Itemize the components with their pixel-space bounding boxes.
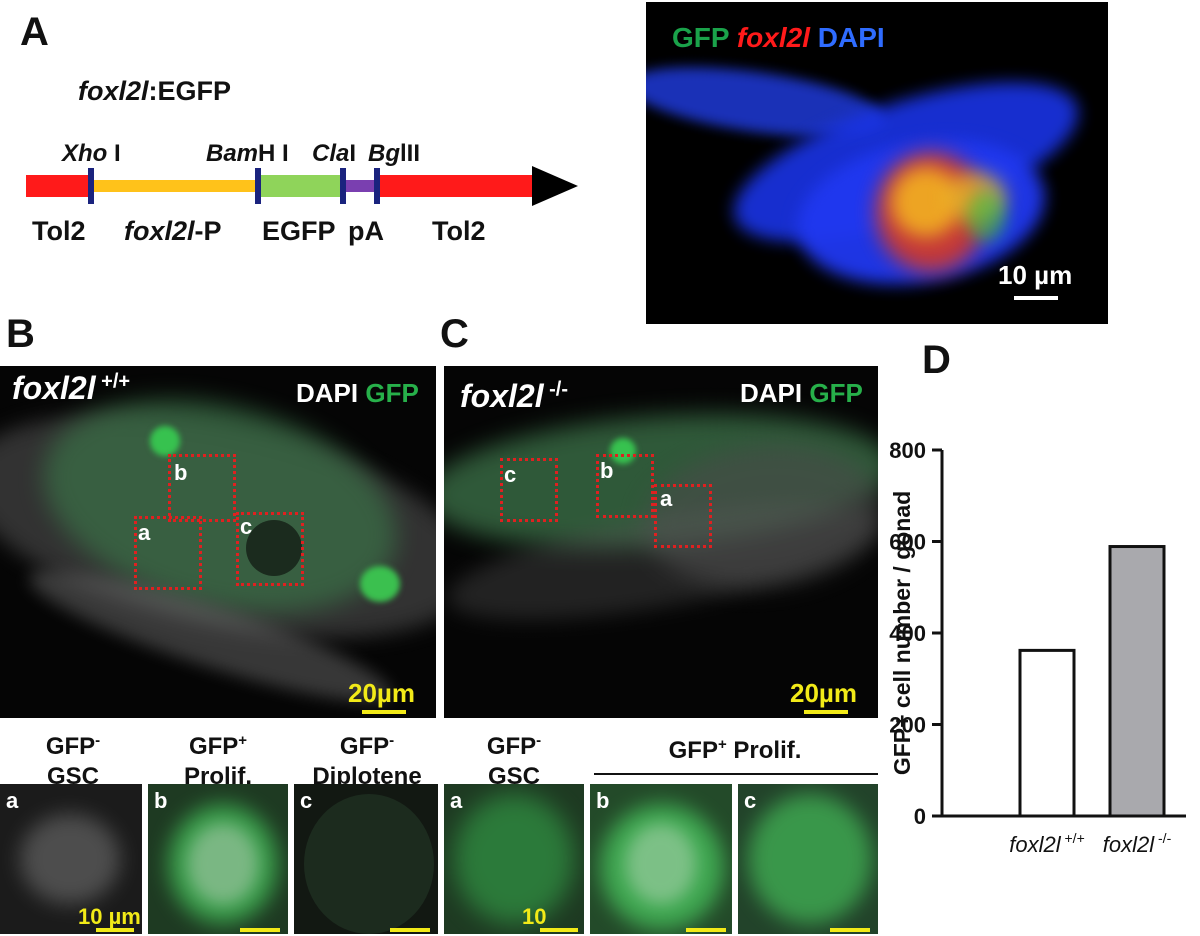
genotype-label-wt: foxl2l +/+ [12,370,131,406]
construct-gene: foxl2l [78,76,149,106]
tol2-left-segment [26,175,92,197]
site-marker-bamh [255,168,261,204]
stain-label-b: DAPI GFP [296,378,419,408]
inset-box-b-mut-label: b [600,458,614,483]
inset-title-wt-a: GFP- GSC [45,732,101,790]
inset-mut-a: a 10 µm [444,784,584,934]
inset-box-a-mut-label: a [660,486,673,511]
legend-dapi: DAPI [817,22,885,53]
inset-wt-b: b [148,784,288,934]
y-tick-label: 200 [889,713,926,738]
site-marker-cla [340,168,346,204]
site-cla: ClaI [312,140,357,167]
y-axis-label: GFP+ cell number / gonad [889,491,915,775]
inset-box-c [236,512,304,586]
stain-label-c: DAPI GFP [740,378,863,408]
inset-scale-bar-wt-c [390,928,430,932]
scale-label-c: 20µm [790,678,858,708]
inset-title-mut-prolif: GFP+ Prolif. [668,736,802,764]
inset-title-mut-a: GFP- GSC [486,732,542,790]
inset-mut-b: b [590,784,732,934]
panel-letter-c: C [440,312,469,356]
micrograph-foxl2l-expression: GFP foxl2l DAPI 10 µm [646,2,1108,324]
inset-box-b-label: b [174,460,188,485]
tol2-right-segment [376,175,534,197]
panel-letter-a: A [20,10,49,54]
y-tick-label: 600 [889,530,926,555]
legend-foxl2l: foxl2l [736,22,810,53]
inset-box-a-label: a [138,520,151,545]
inset-wt-a: a 10 µm [0,784,142,934]
inset-scale-bar-wt-a [96,928,134,932]
site-xho: Xho I [62,140,121,167]
inset-mut-c: c [738,784,878,934]
category-label-0: foxl2l +/+ [1009,830,1085,857]
scale-bar-b [362,710,406,714]
segment-promoter: foxl2l-P [124,216,222,246]
scale-bar-c [804,710,848,714]
y-tick-label: 400 [889,621,926,646]
panel-letter-d: D [922,338,951,382]
site-marker-bgl [374,168,380,204]
category-label-1: foxl2l -/- [1103,830,1172,857]
bar-0 [1018,648,1076,818]
segment-tol2-right: Tol2 [432,216,486,246]
inset-scale-bar-mut-c [830,928,870,932]
site-bamh: BamH I [206,140,289,167]
inset-scale-bar-wt-b [240,928,280,932]
construct-title: foxl2l:EGFP [78,76,231,107]
inset-title-wt-b: GFP+ Prolif. [183,732,252,790]
panel-letter-b: B [6,312,35,356]
scale-bar-a [1014,296,1058,300]
bar-chart: 0 200 400 600 800 foxl2l +/+ foxl2l -/- GFP+ ce… [889,438,1186,857]
legend-stains: GFP foxl2l DAPI [672,22,885,54]
inset-box-c-mut-label: c [504,462,517,487]
construct-suffix: :EGFP [148,76,232,106]
inset-scale-label-mut: 10 µm [522,904,554,934]
inset-scale-label-wt: 10 µm [78,904,141,929]
site-bgl: BglII [368,140,421,167]
segment-pa: pA [348,216,384,246]
inset-title-wt-c: GFP- Diplotene [312,732,422,790]
scale-label-a: 10 µm [998,260,1073,290]
site-marker-xho [88,168,94,204]
y-tick-label: 800 [889,438,926,463]
micrograph-wildtype-gonad: a b c foxl2l +/+ DAPI GFP 20µm [0,366,436,718]
scale-label-b: 20µm [348,678,416,708]
legend-gfp: GFP [672,22,730,53]
egfp-segment [258,175,342,197]
segment-tol2-left: Tol2 [32,216,86,246]
inset-box-a-mut [654,484,712,548]
arrow-head [532,166,578,206]
promoter-segment [92,180,258,192]
inset-box-b-mut [596,454,654,518]
inset-box-c-label: c [240,514,253,539]
segment-egfp: EGFP [262,216,336,246]
inset-scale-bar-mut-a [540,928,578,932]
prolif-underline [594,773,878,775]
y-tick-label: 0 [914,804,926,829]
inset-box-c-mut [500,458,558,522]
inset-scale-bar-mut-b [686,928,726,932]
micrograph-mutant-gonad: c b a foxl2l -/- DAPI GFP 20µm [444,366,878,718]
bar-1 [1108,545,1166,818]
genotype-label-mut: foxl2l -/- [460,378,569,414]
pa-segment [342,180,376,192]
inset-wt-c: c [294,784,438,934]
construct-diagram [26,166,578,206]
inset-box-b [168,454,236,522]
